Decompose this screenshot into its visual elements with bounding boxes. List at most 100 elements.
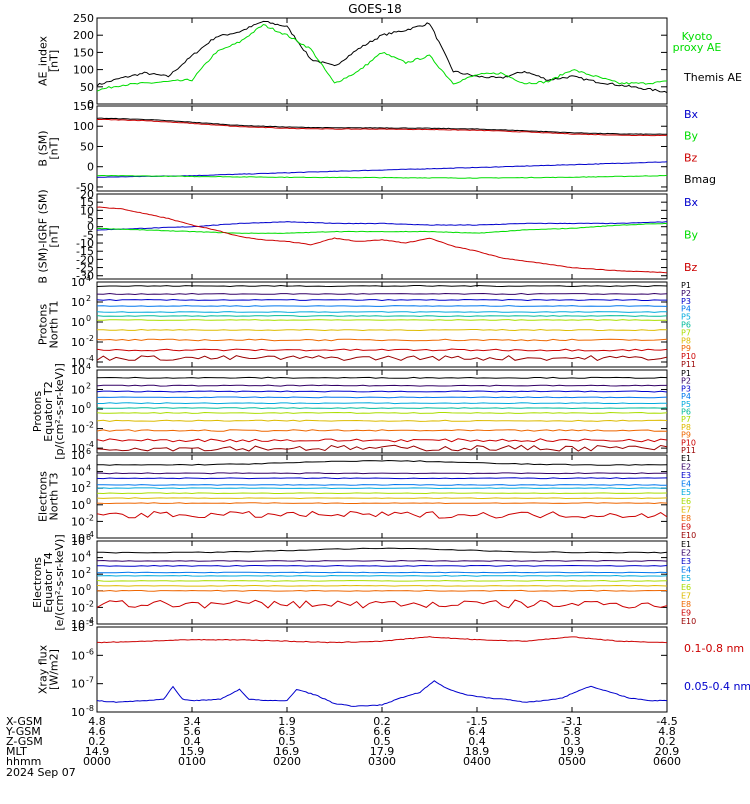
series-line bbox=[97, 312, 667, 313]
y-tick-label: 10 bbox=[71, 649, 85, 662]
series-line bbox=[97, 413, 667, 414]
y-tick-exponent: 0 bbox=[86, 401, 91, 410]
series-line bbox=[97, 586, 667, 587]
y-tick-exponent: 4 bbox=[86, 274, 91, 283]
axis-row-value: 0100 bbox=[178, 755, 206, 768]
y-axis-label: [W/m2] bbox=[48, 649, 61, 690]
series-line bbox=[97, 600, 667, 608]
series-line bbox=[97, 339, 667, 341]
y-tick-label: 10 bbox=[71, 466, 85, 479]
series-line bbox=[97, 377, 667, 378]
y-tick-exponent: 0 bbox=[86, 497, 91, 506]
legend-entry: P11 bbox=[681, 360, 696, 369]
y-tick-label: 150 bbox=[73, 100, 94, 113]
legend-entry: Bmag bbox=[684, 173, 716, 186]
legend-entry: E10 bbox=[681, 531, 696, 540]
y-tick-label: 10 bbox=[71, 499, 85, 512]
panel-frame bbox=[97, 282, 667, 367]
series-line bbox=[97, 223, 667, 233]
y-tick-label: 50 bbox=[80, 140, 94, 153]
y-tick-label: 10 bbox=[71, 276, 85, 289]
series-line bbox=[97, 561, 667, 562]
y-tick-label: 10 bbox=[71, 449, 85, 462]
series-line bbox=[97, 349, 667, 351]
y-axis-label: North T3 bbox=[48, 473, 61, 521]
series-line bbox=[97, 590, 667, 591]
y-tick-label: 10 bbox=[71, 384, 85, 397]
panel-frame bbox=[97, 541, 667, 624]
series-line bbox=[97, 320, 667, 321]
series-line bbox=[97, 294, 667, 295]
series-line bbox=[97, 576, 667, 577]
series-line bbox=[97, 439, 667, 442]
panel-frame bbox=[97, 455, 667, 538]
y-tick-exponent: 2 bbox=[86, 566, 91, 575]
y-tick-label: 100 bbox=[73, 64, 94, 77]
y-tick-label: 10 bbox=[71, 296, 85, 309]
y-tick-label: 200 bbox=[73, 29, 94, 42]
y-tick-exponent: -8 bbox=[86, 704, 94, 713]
y-tick-label: 10 bbox=[71, 585, 85, 598]
series-line bbox=[97, 493, 667, 494]
y-tick-label: 10 bbox=[71, 364, 85, 377]
series-line bbox=[97, 356, 667, 361]
series-line bbox=[97, 385, 667, 386]
series-line bbox=[97, 306, 667, 307]
legend-entry: 0.1-0.8 nm bbox=[684, 642, 744, 655]
y-tick-exponent: -2 bbox=[86, 599, 94, 608]
series-line bbox=[97, 118, 667, 134]
y-tick-exponent: -2 bbox=[86, 421, 94, 430]
series-line bbox=[97, 430, 667, 432]
series-line bbox=[97, 162, 667, 178]
y-tick-label: 10 bbox=[71, 552, 85, 565]
series-line bbox=[97, 473, 667, 474]
legend-entry: Bx bbox=[684, 108, 699, 121]
y-tick-label: 10 bbox=[71, 423, 85, 436]
series-line bbox=[97, 637, 667, 643]
series-line bbox=[97, 222, 667, 231]
series-line bbox=[97, 581, 667, 582]
y-tick-label: 150 bbox=[73, 46, 94, 59]
y-axis-label: [e/(cm²-s-sr-keV)] bbox=[53, 534, 66, 630]
axis-row-value: 0600 bbox=[653, 755, 681, 768]
y-tick-label: 250 bbox=[73, 12, 94, 25]
series-line bbox=[97, 485, 667, 486]
y-tick-label: 10 bbox=[71, 601, 85, 614]
y-tick-exponent: -6 bbox=[86, 647, 94, 656]
panel-frame bbox=[97, 106, 667, 191]
series-line bbox=[97, 681, 667, 707]
y-tick-label: 10 bbox=[71, 482, 85, 495]
figure-title: GOES-18 bbox=[348, 2, 402, 16]
y-tick-label: 10 bbox=[71, 706, 85, 719]
y-tick-label: 50 bbox=[80, 81, 94, 94]
legend-entry: 0.05-0.4 nm bbox=[684, 680, 750, 693]
y-tick-exponent: 0 bbox=[86, 583, 91, 592]
axis-row-value: 0300 bbox=[368, 755, 396, 768]
y-tick-exponent: -5 bbox=[86, 619, 94, 628]
y-tick-exponent: -7 bbox=[86, 676, 94, 685]
series-line bbox=[97, 498, 667, 499]
legend-entry: By bbox=[684, 130, 699, 143]
y-tick-exponent: 2 bbox=[86, 480, 91, 489]
axis-row-value: 0400 bbox=[463, 755, 491, 768]
y-tick-exponent: 0 bbox=[86, 314, 91, 323]
y-tick-label: 10 bbox=[71, 621, 85, 634]
panel-frame bbox=[97, 194, 667, 279]
y-tick-exponent: 2 bbox=[86, 294, 91, 303]
y-tick-label: 10 bbox=[71, 515, 85, 528]
y-axis-label: [nT] bbox=[48, 50, 61, 72]
y-tick-exponent: 4 bbox=[86, 362, 91, 371]
series-line bbox=[97, 397, 667, 398]
series-line bbox=[97, 300, 667, 301]
series-line bbox=[97, 512, 667, 519]
series-line bbox=[97, 548, 667, 553]
